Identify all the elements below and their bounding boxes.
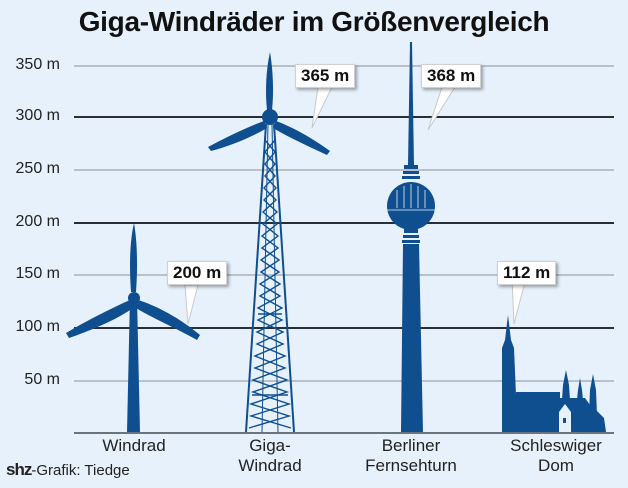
height-label-windrad: 200 m bbox=[167, 261, 228, 285]
x-axis-baseline bbox=[74, 432, 614, 434]
shz-logo: shz bbox=[6, 460, 32, 479]
gridline-250 bbox=[74, 169, 614, 171]
chart-title: Giga-Windräder im Größenvergleich bbox=[78, 6, 550, 37]
height-label-dom: 112 m bbox=[497, 261, 557, 285]
x-label-fernsehturm: Berliner Fernsehturn bbox=[365, 436, 457, 475]
giga-wind-turbine-icon bbox=[208, 52, 330, 433]
source-credit: shz-Grafik: Tiedge bbox=[6, 460, 130, 479]
y-tick-100: 100 m bbox=[15, 318, 60, 335]
gridline-200 bbox=[74, 222, 614, 224]
y-tick-200: 200 m bbox=[15, 213, 60, 230]
wind-turbine-icon bbox=[66, 223, 200, 432]
gridline-150 bbox=[74, 274, 614, 276]
y-tick-250: 250 m bbox=[15, 160, 60, 177]
height-label-fernsehturm: 368 m bbox=[421, 64, 482, 88]
y-tick-350: 350 m bbox=[15, 56, 60, 73]
gridline-300 bbox=[74, 116, 614, 118]
y-tick-300: 300 m bbox=[15, 107, 60, 124]
x-label-dom: Schleswiger Dom bbox=[510, 436, 602, 475]
y-tick-50: 50 m bbox=[24, 371, 60, 388]
tv-tower-icon bbox=[387, 42, 435, 432]
gridline-50 bbox=[74, 380, 614, 382]
cathedral-icon bbox=[502, 315, 606, 432]
gridline-100 bbox=[74, 327, 614, 329]
height-label-giga-windrad: 365 m bbox=[295, 64, 356, 88]
y-tick-150: 150 m bbox=[15, 265, 60, 282]
x-label-windrad: Windrad bbox=[102, 436, 166, 455]
x-label-giga-windrad: Giga- Windrad bbox=[238, 436, 302, 475]
